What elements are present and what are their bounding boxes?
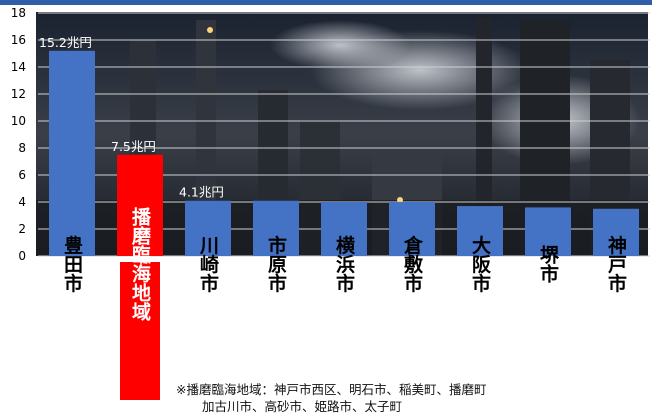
bar — [117, 154, 163, 256]
x-tick-label: 倉敷市 — [401, 234, 424, 293]
bar — [185, 200, 231, 256]
y-tick-label: 8 — [18, 141, 26, 155]
header-bar — [0, 0, 652, 5]
bar — [457, 206, 503, 256]
x-tick-label: 堺市 — [537, 245, 559, 284]
data-labels: 15.2兆円 7.5兆円 4.1兆円 — [39, 35, 224, 200]
y-tick-label: 0 — [18, 249, 26, 263]
footnote: ※播磨臨海地域：神戸市西区、明石市、稲美町、播磨町 加古川市、高砂市、姫路市、太… — [176, 381, 652, 415]
y-tick-label: 2 — [18, 222, 26, 236]
bar — [321, 202, 367, 256]
bars — [49, 50, 639, 256]
data-label: 15.2兆円 — [39, 35, 92, 50]
footnote-line-2: 加古川市、高砂市、姫路市、太子町 — [202, 399, 403, 414]
x-tick-label: 豊田市 — [61, 234, 83, 293]
data-label: 7.5兆円 — [111, 139, 156, 154]
footnote-line-1: ※播磨臨海地域：神戸市西区、明石市、稲美町、播磨町 — [176, 382, 487, 397]
x-tick-label: 播磨臨海地域 — [129, 207, 152, 321]
highlight-label-box — [120, 262, 160, 400]
y-tick-label: 14 — [11, 60, 26, 74]
y-axis-ticks: 0 2 4 6 8 10 12 14 16 18 — [11, 6, 26, 263]
bar — [49, 50, 95, 256]
bar — [253, 200, 299, 256]
x-tick-label: 大阪市 — [469, 234, 491, 293]
x-tick-label: 川崎市 — [197, 236, 220, 294]
bar — [525, 207, 571, 256]
bar — [389, 202, 435, 256]
y-tick-label: 6 — [18, 168, 26, 182]
data-label: 4.1兆円 — [179, 185, 224, 200]
bar — [593, 208, 639, 256]
y-tick-label: 16 — [11, 33, 26, 47]
x-axis-labels: 豊田市 播磨臨海地域 川崎市 市原市 横浜市 倉敷市 大阪市 堺市 神戸市 — [61, 207, 627, 400]
y-tick-label: 18 — [11, 6, 26, 20]
y-tick-label: 10 — [11, 114, 26, 128]
y-tick-label: 4 — [18, 195, 26, 209]
x-tick-label: 市原市 — [265, 234, 287, 293]
x-tick-label: 横浜市 — [333, 234, 355, 293]
y-tick-label: 12 — [11, 87, 26, 101]
x-tick-label: 神戸市 — [605, 234, 627, 293]
